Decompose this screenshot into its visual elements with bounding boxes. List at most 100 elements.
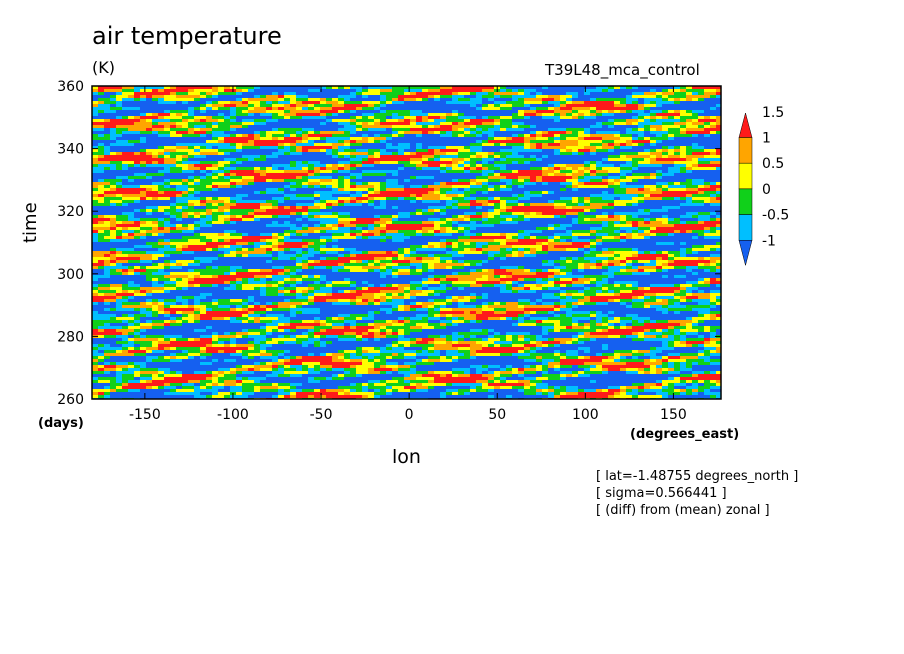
heatmap-cell bbox=[440, 155, 446, 158]
heatmap-cell bbox=[116, 200, 122, 203]
heatmap-cell bbox=[416, 86, 422, 89]
heatmap-cell bbox=[230, 236, 236, 239]
heatmap-cell bbox=[116, 116, 122, 119]
heatmap-cell bbox=[584, 170, 590, 173]
heatmap-cell bbox=[188, 260, 194, 263]
heatmap-cell bbox=[296, 275, 302, 278]
heatmap-cell bbox=[506, 143, 512, 146]
heatmap-cell bbox=[218, 149, 224, 152]
heatmap-cell bbox=[206, 281, 212, 284]
heatmap-cell bbox=[416, 227, 422, 230]
heatmap-cell bbox=[440, 245, 446, 248]
heatmap-cell bbox=[614, 137, 620, 140]
heatmap-cell bbox=[548, 236, 554, 239]
heatmap-cell bbox=[488, 203, 494, 206]
heatmap-cell bbox=[278, 107, 284, 110]
heatmap-cell bbox=[224, 281, 230, 284]
heatmap-cell bbox=[716, 92, 721, 95]
heatmap-cell bbox=[578, 134, 584, 137]
heatmap-cell bbox=[344, 107, 350, 110]
heatmap-cell bbox=[158, 227, 164, 230]
heatmap-cell bbox=[410, 119, 416, 122]
heatmap-cell bbox=[212, 89, 218, 92]
heatmap-cell bbox=[362, 137, 368, 140]
heatmap-cell bbox=[326, 185, 332, 188]
heatmap-cell bbox=[458, 206, 464, 209]
heatmap-cell bbox=[674, 134, 680, 137]
heatmap-cell bbox=[182, 116, 188, 119]
heatmap-cell bbox=[332, 269, 338, 272]
heatmap-cell bbox=[584, 281, 590, 284]
heatmap-cell bbox=[368, 119, 374, 122]
heatmap-cell bbox=[218, 173, 224, 176]
heatmap-cell bbox=[452, 188, 458, 191]
heatmap-cell bbox=[470, 155, 476, 158]
heatmap-cell bbox=[386, 158, 392, 161]
heatmap-cell bbox=[212, 164, 218, 167]
heatmap-cell bbox=[236, 215, 242, 218]
heatmap-cell bbox=[608, 149, 614, 152]
heatmap-cell bbox=[482, 89, 488, 92]
heatmap-cell bbox=[500, 167, 506, 170]
heatmap-cell bbox=[206, 266, 212, 269]
heatmap-cell bbox=[212, 218, 218, 221]
heatmap-cell bbox=[338, 191, 344, 194]
heatmap-cell bbox=[98, 236, 104, 239]
heatmap-cell bbox=[410, 176, 416, 179]
heatmap-cell bbox=[212, 167, 218, 170]
heatmap-cell bbox=[614, 218, 620, 221]
heatmap-cell bbox=[332, 155, 338, 158]
heatmap-cell bbox=[290, 242, 296, 245]
heatmap-cell bbox=[566, 104, 572, 107]
heatmap-cell bbox=[380, 101, 386, 104]
heatmap-cell bbox=[308, 278, 314, 281]
heatmap-cell bbox=[122, 152, 128, 155]
heatmap-cell bbox=[692, 194, 698, 197]
heatmap-cell bbox=[194, 278, 200, 281]
heatmap-cell bbox=[146, 92, 152, 95]
heatmap-cell bbox=[674, 86, 680, 89]
heatmap-cell bbox=[248, 110, 254, 113]
heatmap-cell bbox=[152, 266, 158, 269]
heatmap-cell bbox=[374, 221, 380, 224]
heatmap-cell bbox=[272, 155, 278, 158]
heatmap-cell bbox=[392, 236, 398, 239]
heatmap-cell bbox=[140, 140, 146, 143]
heatmap-cell bbox=[152, 242, 158, 245]
heatmap-cell bbox=[674, 263, 680, 266]
heatmap-cell bbox=[92, 224, 98, 227]
heatmap-cell bbox=[614, 122, 620, 125]
heatmap-cell bbox=[422, 212, 428, 215]
heatmap-cell bbox=[404, 188, 410, 191]
heatmap-cell bbox=[500, 140, 506, 143]
heatmap-cell bbox=[680, 194, 686, 197]
heatmap-cell bbox=[230, 209, 236, 212]
heatmap-cell bbox=[176, 230, 182, 233]
heatmap-cell bbox=[380, 119, 386, 122]
heatmap-cell bbox=[452, 98, 458, 101]
heatmap-cell bbox=[338, 137, 344, 140]
heatmap-cell bbox=[656, 101, 662, 104]
heatmap-cell bbox=[470, 227, 476, 230]
heatmap-cell bbox=[644, 113, 650, 116]
heatmap-cell bbox=[602, 230, 608, 233]
heatmap-cell bbox=[716, 86, 721, 89]
heatmap-cell bbox=[182, 89, 188, 92]
heatmap-cell bbox=[632, 95, 638, 98]
heatmap-cell bbox=[236, 161, 242, 164]
heatmap-cell bbox=[452, 221, 458, 224]
heatmap-cell bbox=[368, 254, 374, 257]
heatmap-cell bbox=[470, 125, 476, 128]
heatmap-cell bbox=[620, 86, 626, 89]
heatmap-cell bbox=[338, 107, 344, 110]
heatmap-cell bbox=[284, 275, 290, 278]
heatmap-cell bbox=[290, 182, 296, 185]
heatmap-cell bbox=[188, 236, 194, 239]
heatmap-cell bbox=[272, 239, 278, 242]
heatmap-cell bbox=[344, 164, 350, 167]
heatmap-cell bbox=[668, 137, 674, 140]
heatmap-cell bbox=[626, 194, 632, 197]
heatmap-cell bbox=[356, 176, 362, 179]
heatmap-cell bbox=[350, 230, 356, 233]
heatmap-cell bbox=[494, 125, 500, 128]
